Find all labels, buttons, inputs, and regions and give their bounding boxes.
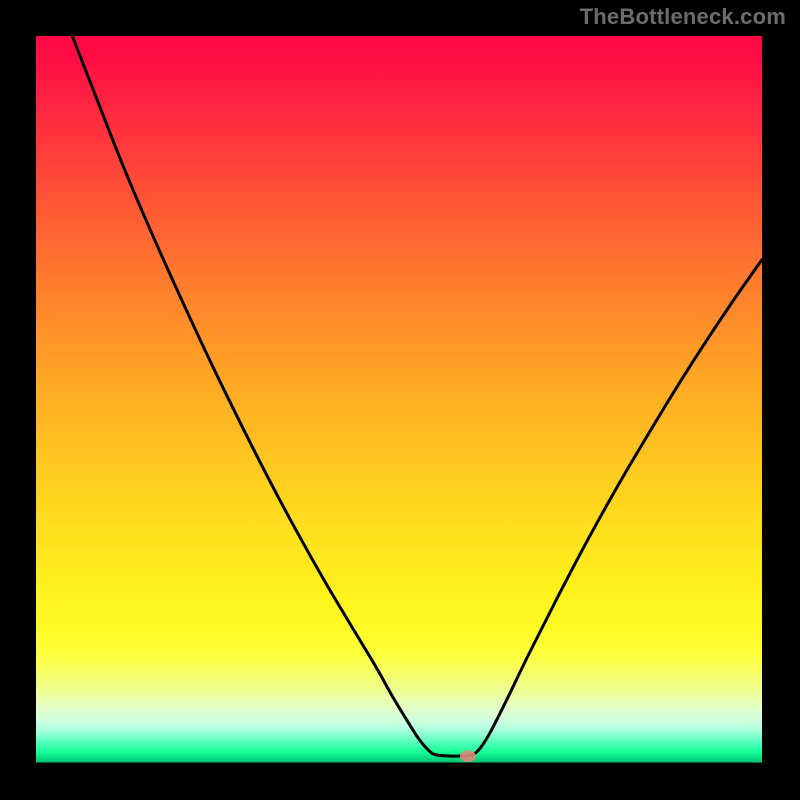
watermark-text: TheBottleneck.com [580,4,786,30]
gradient-band [36,740,762,746]
chart-stage: TheBottleneck.com [0,0,800,800]
gradient-band [36,501,762,545]
gradient-band [36,544,762,588]
gradient-band [36,718,762,727]
gradient-band [36,750,762,755]
gradient-band [36,65,762,109]
bottleneck-chart-svg [0,0,800,800]
gradient-band [36,734,762,740]
gradient-band [36,152,762,196]
gradient-band [36,675,762,694]
gradient-band [36,326,762,370]
gradient-band [36,36,762,66]
gradient-band [36,109,762,153]
gradient-band [36,283,762,327]
gradient-band [36,727,762,735]
gradient-background [36,36,762,763]
gradient-band [36,239,762,283]
gradient-band [36,758,762,762]
gradient-band [36,745,762,751]
optimal-point-marker [460,750,476,762]
gradient-band [36,624,762,654]
gradient-band [36,370,762,414]
gradient-band [36,414,762,458]
gradient-band [36,457,762,501]
gradient-band [36,755,762,759]
gradient-band [36,653,762,675]
gradient-band [36,588,762,625]
